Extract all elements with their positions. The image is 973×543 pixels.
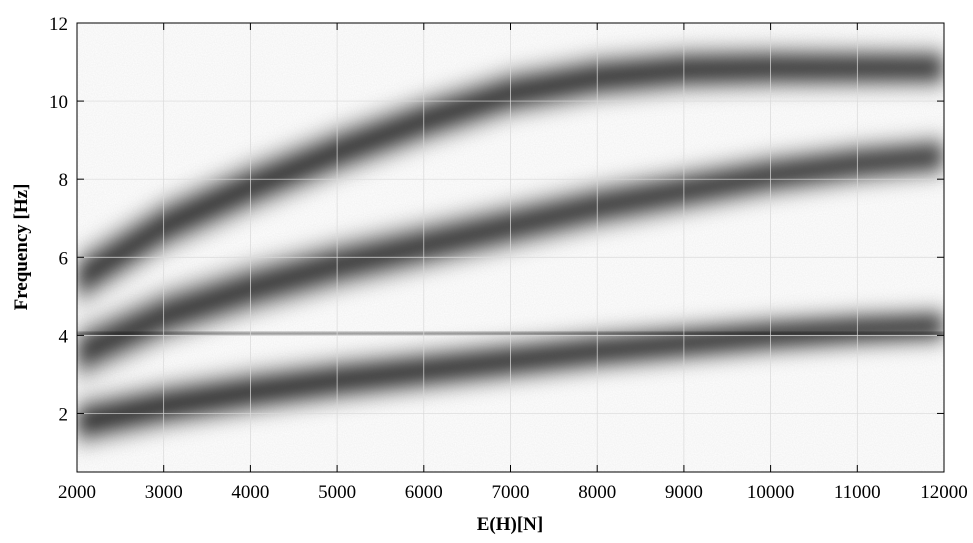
- y-tick-label: 6: [59, 248, 69, 269]
- x-tick-label: 5000: [318, 482, 356, 503]
- y-tick-label: 8: [59, 170, 69, 191]
- x-axis-label: E(H)[N]: [477, 514, 543, 535]
- x-axis-ticks: 2000 3000 4000 5000 6000 7000 8000 9000 10000 110…: [58, 23, 968, 503]
- x-tick-label: 11000: [834, 482, 881, 503]
- x-tick-label: 4000: [231, 482, 269, 503]
- x-tick-label: 3000: [145, 482, 183, 503]
- y-tick-label: 2: [59, 404, 69, 425]
- y-tick-label: 12: [49, 14, 68, 35]
- x-tick-label: 12000: [920, 482, 968, 503]
- x-tick-label: 10000: [747, 482, 795, 503]
- x-tick-label: 6000: [405, 482, 443, 503]
- x-tick-label: 8000: [578, 482, 616, 503]
- y-axis-label: Frequency [Hz]: [11, 184, 32, 311]
- x-tick-label: 2000: [58, 482, 96, 503]
- y-axis-ticks: 2 4 6 8 10 12: [49, 14, 944, 425]
- x-tick-label: 7000: [492, 482, 530, 503]
- y-tick-label: 10: [49, 92, 68, 113]
- x-tick-label: 9000: [665, 482, 703, 503]
- y-tick-label: 4: [59, 326, 69, 347]
